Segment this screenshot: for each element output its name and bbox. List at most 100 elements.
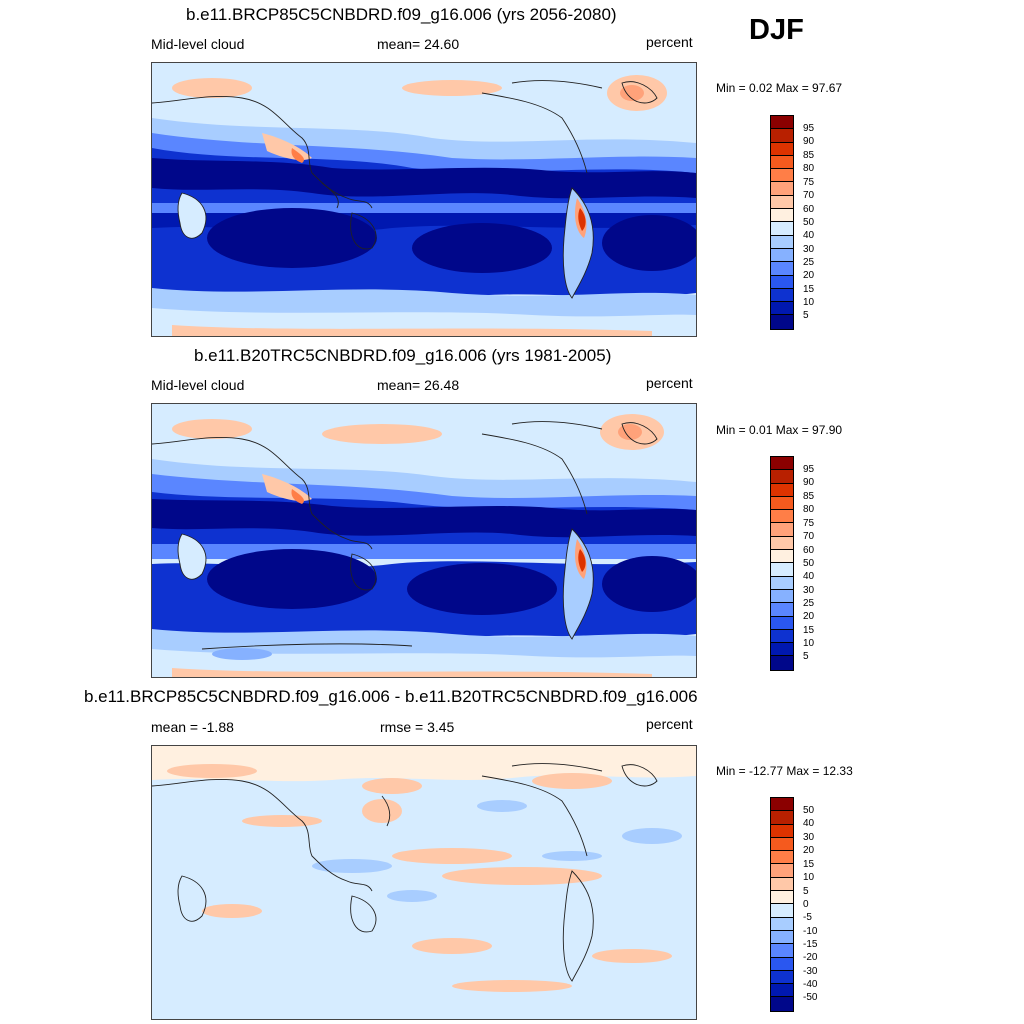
- panel3-colorbar-label: 10: [803, 872, 815, 883]
- panel2-colorbar-swatch: [771, 656, 793, 670]
- panel1-colorbar-swatch: [771, 288, 793, 303]
- panel2-colorbar-swatch: [771, 563, 793, 577]
- panel1-units-label: percent: [646, 34, 693, 50]
- panel2-colorbar-swatch: [771, 616, 793, 630]
- panel1-colorbar-swatch: [771, 235, 793, 249]
- panel3-colorbar-swatch: [771, 930, 793, 945]
- panel2-colorbar-label: 80: [803, 504, 815, 515]
- panel1-colorbar-label: 75: [803, 177, 815, 188]
- panel3-mean-label: mean = -1.88: [151, 719, 234, 735]
- panel2-colorbar-label: 20: [803, 611, 815, 622]
- panel2-colorbar-swatch: [771, 536, 793, 551]
- panel2-colorbar-swatch: [771, 483, 793, 497]
- panel2-colorbar-swatch: [771, 470, 793, 484]
- panel2-colorbar-swatch: [771, 496, 793, 511]
- panel3-colorbar: [770, 797, 794, 1012]
- panel1-colorbar-label: 90: [803, 136, 815, 147]
- panel3-colorbar-label: -15: [803, 939, 818, 950]
- panel2-colorbar-label: 75: [803, 518, 815, 529]
- panel2-title: b.e11.B20TRC5CNBDRD.f09_g16.006 (yrs 198…: [194, 346, 612, 365]
- panel2-colorbar-label: 15: [803, 625, 815, 636]
- panel2-colorbar-label: 95: [803, 464, 815, 475]
- panel1-colorbar-label: 5: [803, 310, 809, 321]
- panel1-title: b.e11.BRCP85C5CNBDRD.f09_g16.006 (yrs 20…: [186, 5, 617, 24]
- panel3-colorbar-swatch: [771, 811, 793, 825]
- panel3-colorbar-label: -50: [803, 992, 818, 1003]
- panel1-colorbar-swatch: [771, 195, 793, 210]
- panel3-colorbar-swatch: [771, 917, 793, 931]
- panel1-colorbar-label: 10: [803, 297, 815, 308]
- panel1-minmax: Min = 0.02 Max = 97.67: [716, 81, 843, 95]
- panel3-colorbar-swatch: [771, 904, 793, 918]
- panel2-colorbar-swatch: [771, 576, 793, 590]
- panel2-colorbar-label: 5: [803, 651, 809, 662]
- panel3-colorbar-swatch: [771, 984, 793, 998]
- panel1-colorbar-swatch: [771, 248, 793, 263]
- panel3-units-label: percent: [646, 716, 693, 732]
- panel1-colorbar-swatch: [771, 209, 793, 223]
- panel1-map: [151, 62, 697, 337]
- panel3-colorbar-label: -10: [803, 926, 818, 937]
- panel1-colorbar-label: 50: [803, 217, 815, 228]
- panel3-colorbar-label: -5: [803, 912, 812, 923]
- panel2-map: [151, 403, 697, 678]
- panel1-colorbar-label: 85: [803, 150, 815, 161]
- panel1-colorbar-swatch: [771, 182, 793, 196]
- panel1-variable-label: Mid-level cloud: [151, 36, 245, 52]
- panel3-colorbar-swatch: [771, 957, 793, 971]
- panel2-colorbar-label: 60: [803, 545, 815, 556]
- panel1-colorbar-swatch: [771, 315, 793, 329]
- panel2-colorbar: [770, 456, 794, 671]
- panel1-colorbar-swatch: [771, 222, 793, 236]
- panel1-colorbar-label: 40: [803, 230, 815, 241]
- panel3-colorbar-label: 50: [803, 805, 815, 816]
- panel3-colorbar-label: -30: [803, 966, 818, 977]
- panel2-units-label: percent: [646, 375, 693, 391]
- panel2-map-field: [152, 404, 696, 677]
- panel3-colorbar-label: 20: [803, 845, 815, 856]
- panel1-colorbar-swatch: [771, 142, 793, 156]
- panel3-colorbar-swatch: [771, 798, 793, 812]
- panel3-rmse-label: rmse = 3.45: [380, 719, 455, 735]
- panel2-colorbar-swatch: [771, 643, 793, 657]
- panel1-colorbar-swatch: [771, 116, 793, 130]
- panel3-colorbar-label: 0: [803, 899, 809, 910]
- panel2-colorbar-swatch: [771, 629, 793, 644]
- panel1-colorbar-swatch: [771, 262, 793, 276]
- panel3-colorbar-swatch: [771, 877, 793, 892]
- panel2-colorbar-swatch: [771, 603, 793, 617]
- panel2-colorbar-swatch: [771, 550, 793, 564]
- panel3-colorbar-swatch: [771, 891, 793, 905]
- panel1-colorbar-label: 25: [803, 257, 815, 268]
- panel2-mean-label: mean= 26.48: [377, 377, 460, 393]
- panel3-colorbar-label: -40: [803, 979, 818, 990]
- panel2-colorbar-label: 90: [803, 477, 815, 488]
- panel1-colorbar-swatch: [771, 129, 793, 143]
- panel3-colorbar-label: 5: [803, 886, 809, 897]
- panel2-colorbar-swatch: [771, 457, 793, 471]
- panel1-colorbar-label: 70: [803, 190, 815, 201]
- panel3-colorbar-label: 40: [803, 818, 815, 829]
- season-label: DJF: [749, 14, 804, 46]
- panel3-minmax: Min = -12.77 Max = 12.33: [716, 764, 853, 778]
- panel1-map-field: [152, 63, 696, 336]
- panel2-colorbar-label: 40: [803, 571, 815, 582]
- panel1-colorbar-label: 80: [803, 163, 815, 174]
- panel2-variable-label: Mid-level cloud: [151, 377, 245, 393]
- panel1-colorbar-label: 15: [803, 284, 815, 295]
- panel2-colorbar-label: 70: [803, 531, 815, 542]
- panel3-colorbar-swatch: [771, 824, 793, 838]
- panel2-minmax: Min = 0.01 Max = 97.90: [716, 423, 843, 437]
- panel1-colorbar: [770, 115, 794, 330]
- panel3-colorbar-swatch: [771, 837, 793, 852]
- panel3-colorbar-swatch: [771, 944, 793, 958]
- panel1-colorbar-label: 95: [803, 123, 815, 134]
- panel3-colorbar-swatch: [771, 970, 793, 985]
- panel2-colorbar-label: 25: [803, 598, 815, 609]
- panel3-colorbar-label: 30: [803, 832, 815, 843]
- panel3-colorbar-label: -20: [803, 952, 818, 963]
- panel1-colorbar-swatch: [771, 155, 793, 170]
- panel1-colorbar-label: 60: [803, 204, 815, 215]
- panel2-colorbar-label: 85: [803, 491, 815, 502]
- panel1-colorbar-label: 20: [803, 270, 815, 281]
